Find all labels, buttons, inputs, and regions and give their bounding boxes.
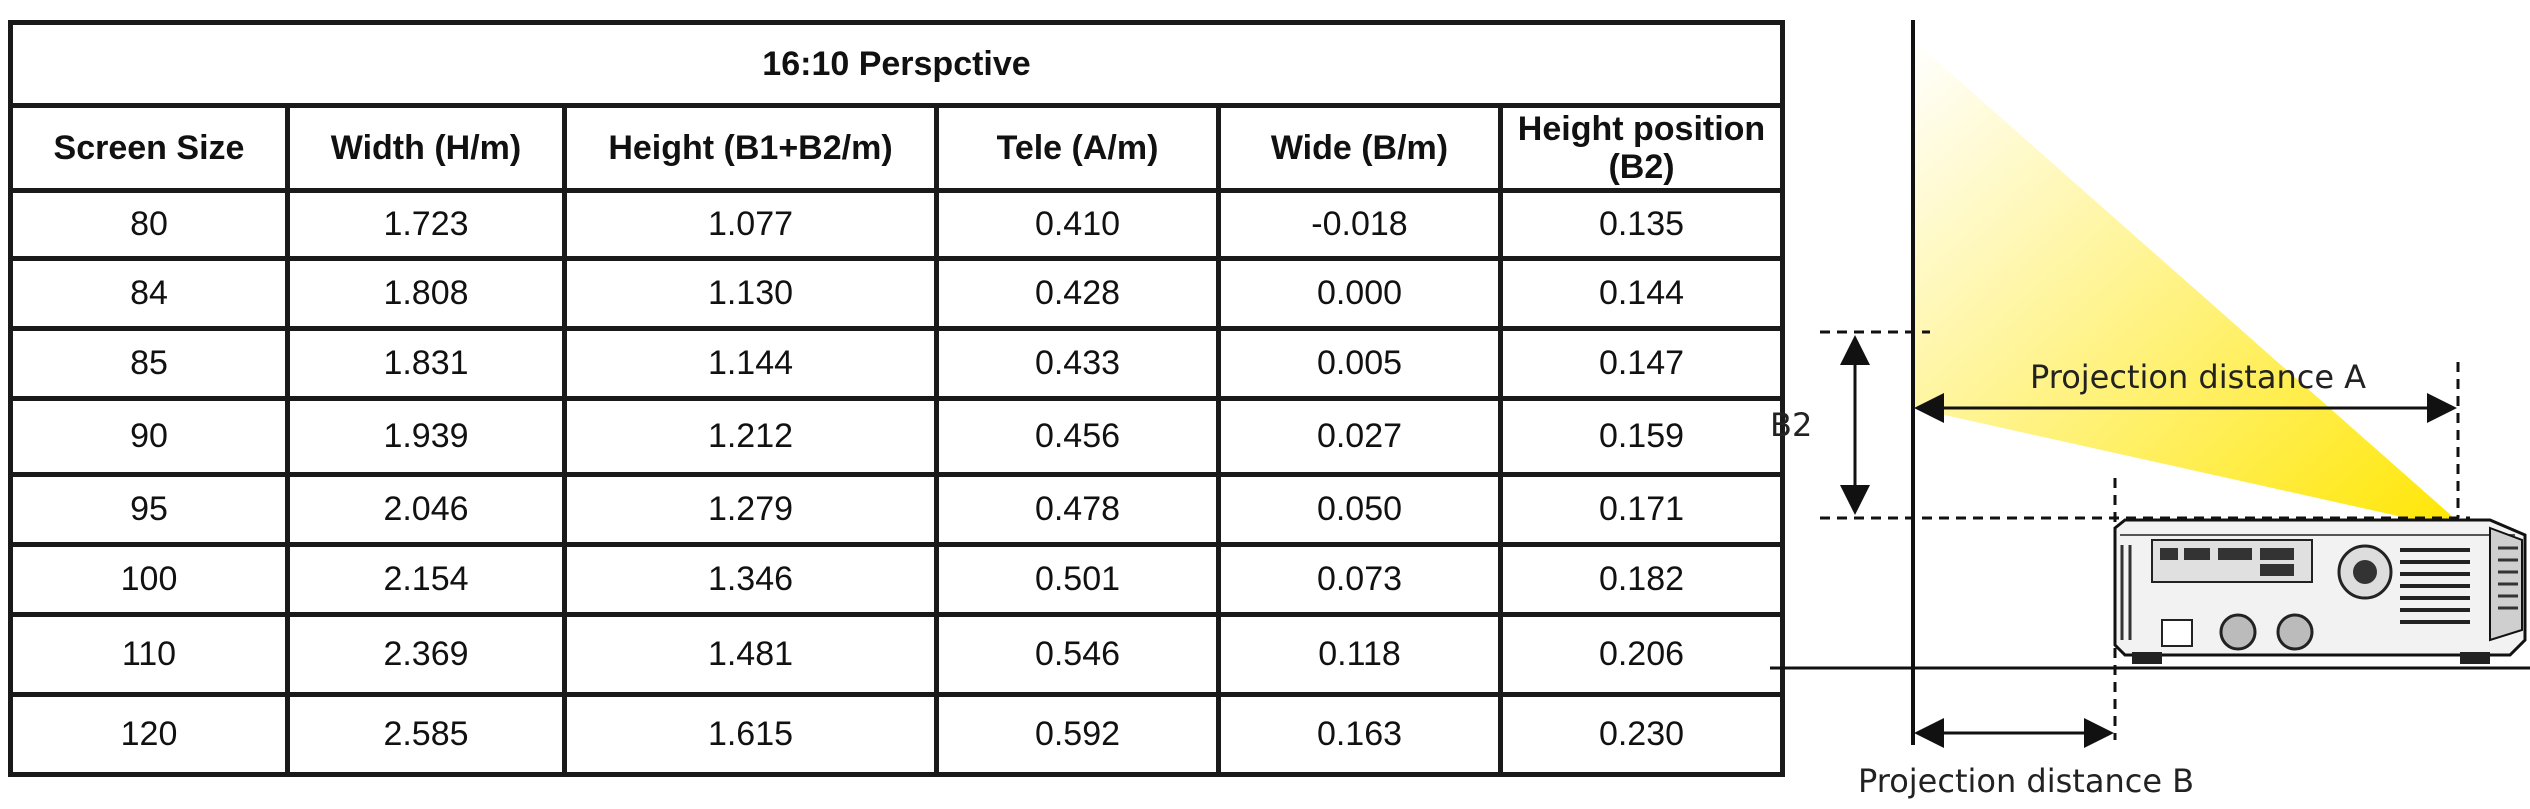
table-row: 90 1.939 1.212 0.456 0.027 0.159	[8, 396, 1785, 477]
table-cell: 0.501	[934, 542, 1221, 617]
table-cell: 1.279	[562, 472, 939, 547]
table-cell: 0.478	[934, 472, 1221, 547]
col-header-tele: Tele (A/m)	[934, 103, 1221, 193]
projection-diagram: B2 Projection distance A Projection dist…	[1770, 20, 2530, 800]
table-cell: 90	[8, 396, 290, 477]
table-cell: 0.206	[1498, 612, 1785, 697]
col-header-screen-size: Screen Size	[8, 103, 290, 193]
table-cell: 1.077	[562, 188, 939, 261]
projector-illustration	[2113, 518, 2527, 664]
table-cell: 2.369	[285, 612, 567, 697]
table-cell: 0.182	[1498, 542, 1785, 617]
table-row: 95 2.046 1.279 0.478 0.050 0.171	[8, 472, 1785, 547]
table-cell: 2.585	[285, 692, 567, 777]
table-cell: 2.046	[285, 472, 567, 547]
table-cell: 0.163	[1216, 692, 1503, 777]
table-cell: 0.456	[934, 396, 1221, 477]
table-row: 120 2.585 1.615 0.592 0.163 0.230	[8, 692, 1785, 777]
table-cell: 1.212	[562, 396, 939, 477]
table-cell: 0.230	[1498, 692, 1785, 777]
table-cell: 1.939	[285, 396, 567, 477]
table-cell: 0.592	[934, 692, 1221, 777]
table-cell: 0.000	[1216, 256, 1503, 331]
table-title: 16:10 Perspctive	[8, 20, 1785, 108]
table-cell: 100	[8, 542, 290, 617]
table-cell: 0.428	[934, 256, 1221, 331]
table-cell: 1.346	[562, 542, 939, 617]
table-cell: 0.118	[1216, 612, 1503, 697]
projection-beam	[1913, 40, 2470, 532]
table-cell: -0.018	[1216, 188, 1503, 261]
table-cell: 1.723	[285, 188, 567, 261]
table-row: 85 1.831 1.144 0.433 0.005 0.147	[8, 326, 1785, 401]
table-cell: 2.154	[285, 542, 567, 617]
table-row: 80 1.723 1.077 0.410 -0.018 0.135	[8, 188, 1785, 261]
table-cell: 0.546	[934, 612, 1221, 697]
throw-distance-table: 16:10 Perspctive Screen Size Width (H/m)…	[8, 20, 1785, 777]
table-cell: 0.171	[1498, 472, 1785, 547]
table-row: 84 1.808 1.130 0.428 0.000 0.144	[8, 256, 1785, 331]
table-cell: 0.144	[1498, 256, 1785, 331]
table-cell: 1.831	[285, 326, 567, 401]
col-header-wide: Wide (B/m)	[1216, 103, 1503, 193]
table-cell: 84	[8, 256, 290, 331]
table-cell: 0.005	[1216, 326, 1503, 401]
col-header-height: Height (B1+B2/m)	[562, 103, 939, 193]
table-cell: 1.808	[285, 256, 567, 331]
col-header-height-position: Height position (B2)	[1498, 103, 1785, 193]
table-cell: 1.481	[562, 612, 939, 697]
distance-b-label: Projection distance B	[1858, 762, 2194, 800]
table-cell: 1.615	[562, 692, 939, 777]
b2-label: B2	[1770, 406, 1812, 444]
distance-a-label: Projection distance A	[2030, 358, 2366, 396]
table-cell: 0.410	[934, 188, 1221, 261]
table-cell: 0.073	[1216, 542, 1503, 617]
table-cell: 95	[8, 472, 290, 547]
table-cell: 0.433	[934, 326, 1221, 401]
table-cell: 0.050	[1216, 472, 1503, 547]
table-cell: 0.147	[1498, 326, 1785, 401]
table-cell: 1.144	[562, 326, 939, 401]
table-cell: 110	[8, 612, 290, 697]
table-cell: 0.135	[1498, 188, 1785, 261]
table-cell: 85	[8, 326, 290, 401]
table-body: 80 1.723 1.077 0.410 -0.018 0.135 84 1.808 1.130…	[8, 188, 1785, 777]
table-row: 110 2.369 1.481 0.546 0.118 0.206	[8, 612, 1785, 697]
table-cell: 0.159	[1498, 396, 1785, 477]
table-cell: 1.130	[562, 256, 939, 331]
table-cell: 120	[8, 692, 290, 777]
table-cell: 80	[8, 188, 290, 261]
col-header-width: Width (H/m)	[285, 103, 567, 193]
table-cell: 0.027	[1216, 396, 1503, 477]
table-row: 100 2.154 1.346 0.501 0.073 0.182	[8, 542, 1785, 617]
